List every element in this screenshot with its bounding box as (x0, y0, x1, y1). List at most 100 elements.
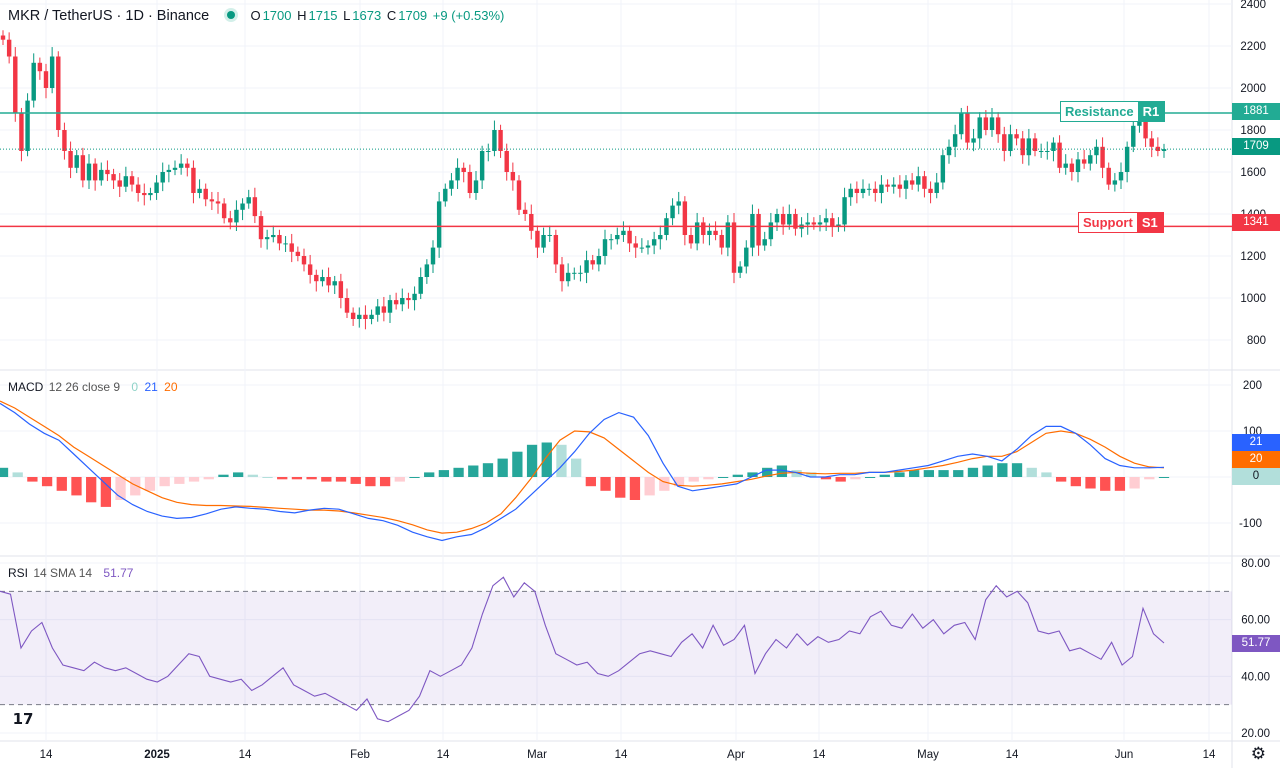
macd-histogram-bar (953, 470, 964, 477)
macd-histogram-bar (262, 477, 273, 478)
candle-body (1075, 159, 1081, 172)
rsi-legend[interactable]: RSI 14 SMA 14 51.77 (8, 566, 133, 580)
time-axis[interactable]: 14 2025 14 Feb 14 Mar 14 Apr 14 May 14 Jun 14 (40, 749, 1216, 761)
price-tick-label: 1200 (1240, 251, 1266, 263)
candle-body (209, 199, 215, 202)
candle-body (1100, 146, 1105, 168)
candle-body (197, 188, 202, 193)
candle-body (1057, 142, 1062, 168)
candle-body (1124, 146, 1130, 172)
macd-histogram-bar (1041, 472, 1052, 477)
candle-body (805, 222, 810, 225)
time-tick-label: 14 (1006, 749, 1019, 761)
price-tick-label: 1000 (1240, 293, 1266, 305)
candle-body (590, 260, 595, 265)
candle-body (780, 214, 786, 225)
support-code: S1 (1136, 213, 1163, 232)
candle-body (185, 163, 190, 168)
candle-body (436, 201, 442, 248)
macd-histogram-bar (306, 477, 317, 480)
candle-body (787, 214, 792, 225)
rsi-line (0, 576, 1165, 723)
rsi-tick-label: 40.00 (1241, 671, 1270, 683)
macd-tick-label: -100 (1239, 518, 1262, 530)
macd-legend[interactable]: MACD 12 26 close 9 0 21 20 (8, 380, 178, 394)
candle-body (258, 216, 264, 240)
candle-body (1063, 163, 1068, 168)
gear-icon[interactable]: ⚙ (1250, 744, 1266, 763)
macd-histogram-bar (541, 442, 552, 477)
price-tick-label: 2200 (1240, 41, 1266, 53)
candle-body (977, 117, 982, 139)
candle-body (823, 218, 829, 223)
candle-body (971, 138, 976, 143)
symbol-title[interactable]: MKR / TetherUS · 1D · Binance (8, 8, 210, 24)
macd-hist-badge: 0 (1232, 468, 1280, 485)
candle-body (909, 180, 915, 185)
candle-body (68, 151, 73, 168)
candle-body (166, 169, 172, 172)
candle-body (928, 188, 933, 193)
tradingview-logo-icon[interactable]: 17 (8, 706, 38, 732)
macd-histogram-bar (644, 477, 655, 496)
candle-body (830, 218, 835, 227)
candle-body (344, 298, 350, 313)
candle-body (473, 180, 479, 193)
macd-histogram-bar (1055, 477, 1067, 482)
candle-body (873, 188, 878, 193)
candle-body (504, 151, 509, 172)
price-tick-label: 2000 (1240, 83, 1266, 95)
candle-body (314, 274, 319, 282)
candle-body (105, 169, 110, 175)
candle-body (1088, 155, 1093, 164)
macd-histogram-bar (188, 477, 200, 482)
candle-body (240, 203, 245, 210)
candle-body (406, 298, 411, 301)
candle-body (762, 239, 767, 246)
candle-body (13, 56, 18, 114)
candle-body (854, 188, 860, 193)
low-value: 1673 (352, 8, 382, 23)
candle-body (430, 247, 436, 265)
candle-body (572, 272, 577, 274)
macd-signal-value: 20 (164, 380, 178, 394)
candle-body (658, 235, 663, 240)
macd-histogram-bar (717, 477, 729, 478)
support-price-badge: 1341 (1232, 214, 1280, 231)
candle-body (584, 260, 589, 273)
candle-body (615, 235, 620, 240)
candle-body (412, 293, 417, 301)
high-label: H (297, 8, 307, 23)
candle-body (486, 151, 491, 152)
candle-body (338, 281, 344, 298)
time-tick-label: 2025 (144, 749, 170, 761)
support-label[interactable]: Support S1 (1078, 212, 1164, 233)
candle-body (1118, 172, 1124, 181)
candle-body (252, 197, 258, 217)
candle-body (922, 176, 927, 189)
rsi-band (0, 590, 1232, 706)
candle-body (553, 235, 559, 265)
macd-histogram-bar (115, 477, 126, 500)
macd-histogram-bar (453, 467, 464, 477)
candle-body (455, 167, 460, 181)
macd-histogram-bar (1114, 477, 1126, 491)
candle-body (80, 155, 86, 181)
candle-body (510, 172, 516, 181)
candle-body (369, 314, 374, 319)
candle-body (903, 180, 909, 189)
candle-body (670, 205, 675, 219)
candle-body (1032, 138, 1038, 151)
high-value: 1715 (308, 8, 338, 23)
macd-histogram-bar (497, 458, 508, 477)
candle-body (651, 239, 657, 246)
candle-body (289, 243, 294, 252)
resistance-label[interactable]: Resistance R1 (1060, 101, 1166, 122)
candle-body (498, 130, 503, 151)
candle-body (946, 146, 952, 156)
price-tick-label: 1800 (1240, 125, 1266, 137)
low-label: L (343, 8, 351, 23)
candle-body (178, 163, 184, 168)
macd-histogram-bar (350, 477, 361, 484)
